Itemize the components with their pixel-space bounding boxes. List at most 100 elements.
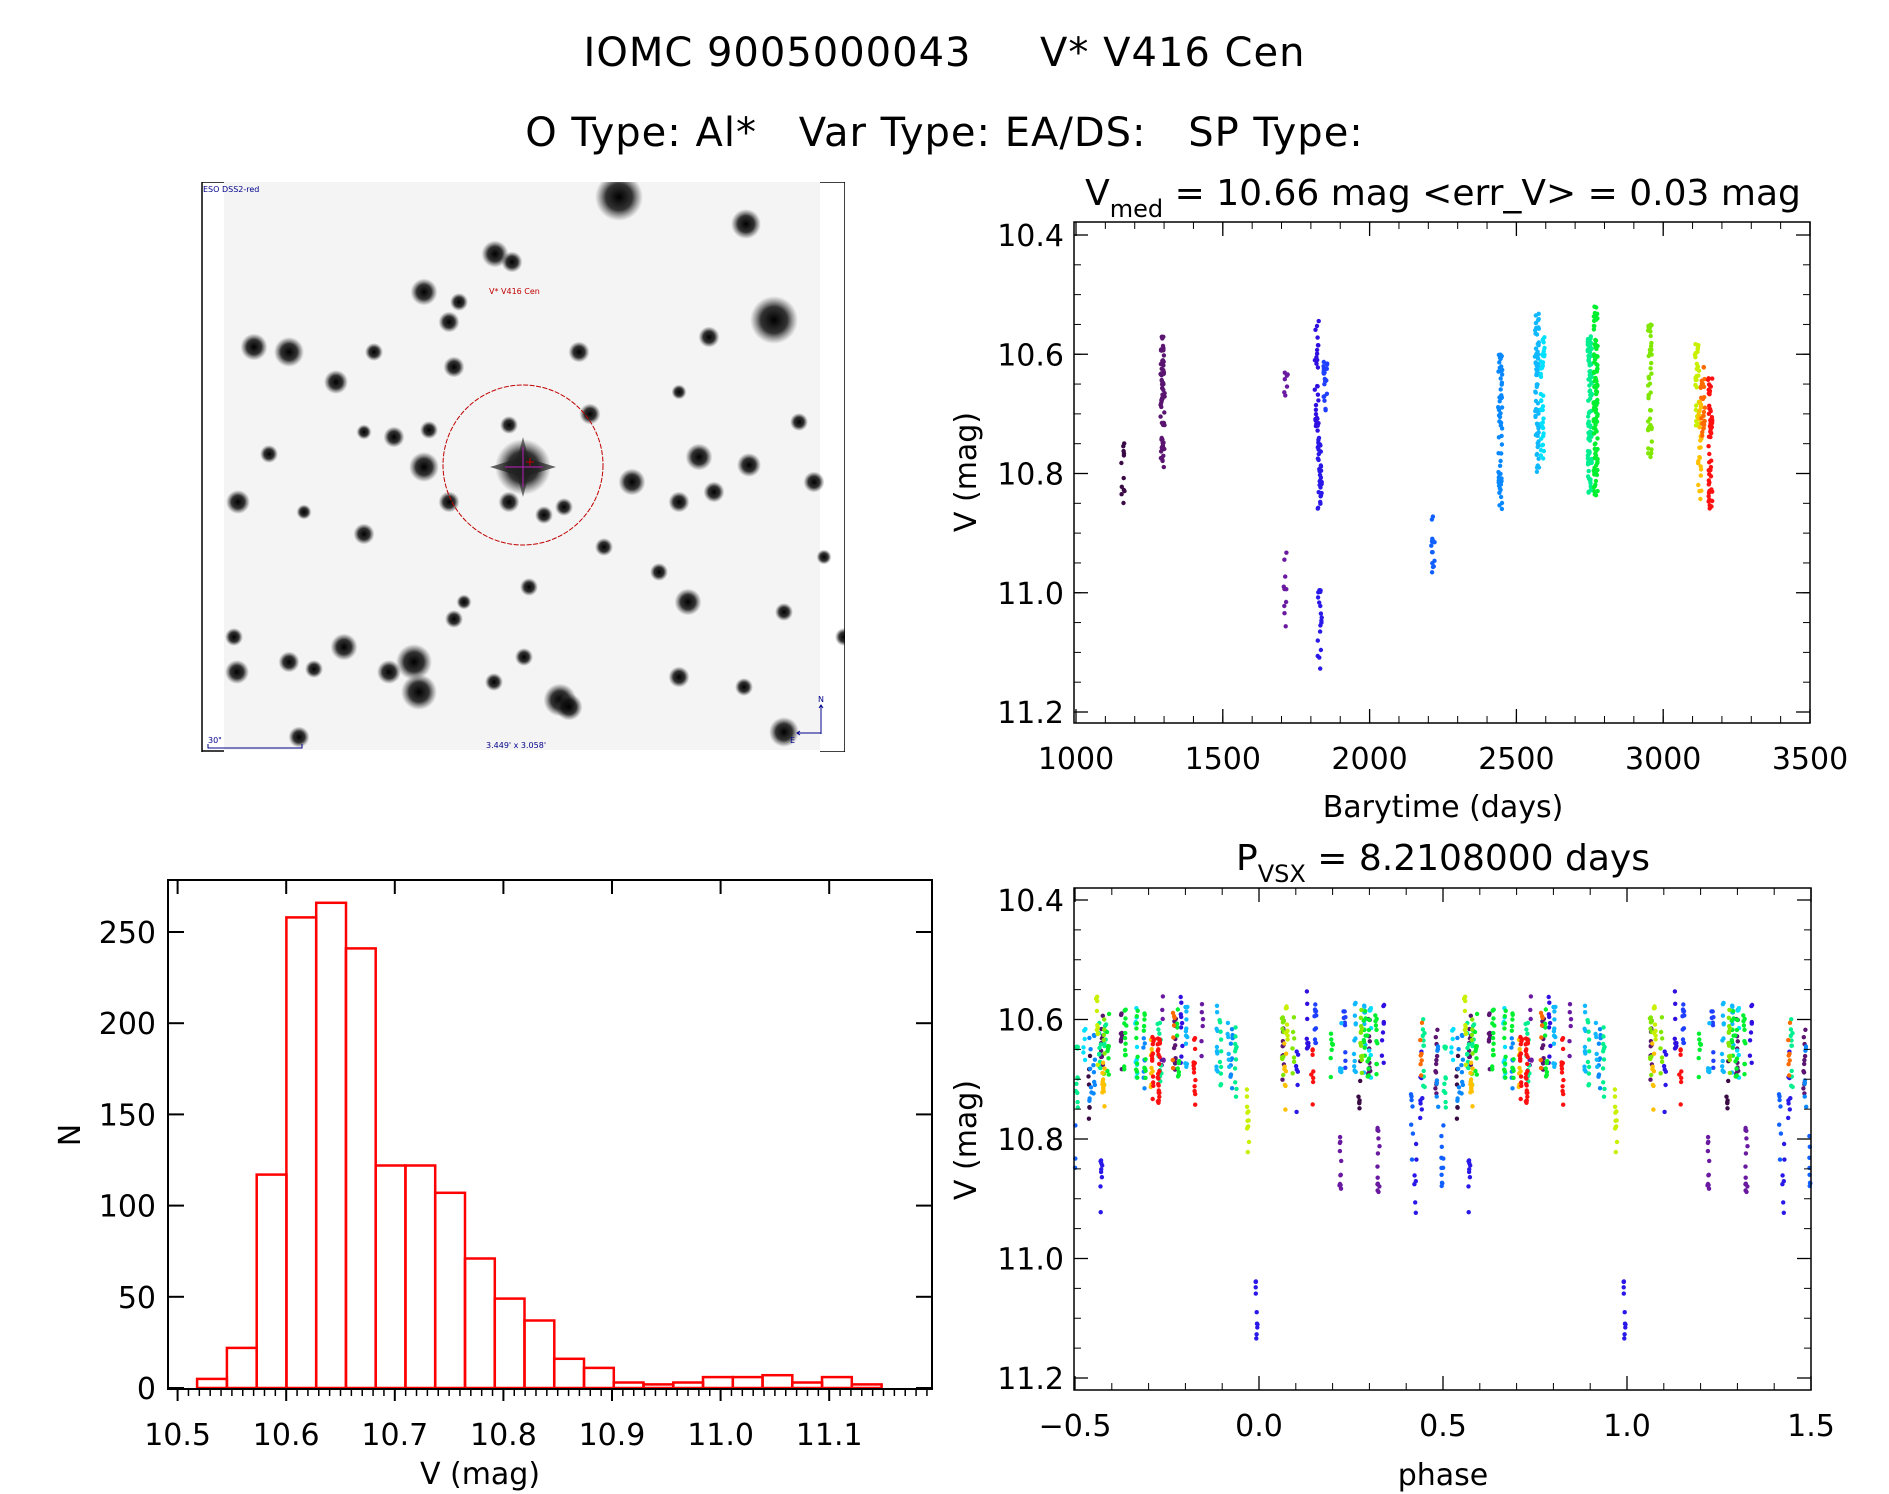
- phased-curve-point: [1157, 1061, 1162, 1067]
- light-curve-point: [1591, 314, 1597, 319]
- phased-curve-point: [1487, 1011, 1492, 1016]
- star: [288, 726, 310, 748]
- phased-curve-point: [1465, 1045, 1470, 1051]
- o-type-text: O Type: Al*: [525, 110, 757, 156]
- phased-curve-point: [1523, 1099, 1529, 1104]
- phased-curve-point: [1232, 1066, 1238, 1071]
- phased-curve-point: [1551, 1041, 1557, 1046]
- phased-curve-point: [1098, 1184, 1103, 1189]
- light-curve-point: [1161, 371, 1167, 376]
- phased-curve-point: [1659, 1015, 1665, 1020]
- light-curve-point: [1648, 333, 1653, 339]
- phased-curve-point: [1538, 1065, 1544, 1071]
- phased-curve-point: [1295, 1082, 1300, 1088]
- phased-curve-point: [1433, 1086, 1438, 1091]
- phased-curve-point: [1359, 1057, 1364, 1063]
- phased-curve-point: [1748, 1030, 1754, 1035]
- phased-curve-point: [1123, 1041, 1128, 1046]
- phased-curve-point: [1543, 1025, 1548, 1030]
- light-curve-point: [1283, 393, 1288, 398]
- phased-curve-point: [1539, 1014, 1545, 1019]
- phased-curve-point: [1421, 1043, 1426, 1048]
- phased-curve-point: [1098, 1042, 1104, 1047]
- phased-curve-point: [1367, 1017, 1372, 1022]
- phased-curve-point: [1218, 1037, 1224, 1042]
- light-curve-point: [1499, 354, 1504, 359]
- phased-curve-point: [1466, 1065, 1471, 1071]
- phased-curve-point: [1781, 1210, 1787, 1216]
- light-curve-point: [1701, 365, 1707, 370]
- phased-curve-point: [1612, 1094, 1618, 1099]
- y-tick-label: 10.8: [997, 458, 1064, 493]
- light-curve-point: [1587, 388, 1593, 393]
- phased-curve-point: [1352, 1013, 1358, 1018]
- light-curve-point: [1430, 550, 1435, 555]
- light-curve-point: [1317, 600, 1322, 605]
- phased-curve-point: [1601, 1080, 1606, 1085]
- phased-curve-point: [1291, 1015, 1297, 1020]
- phased-curve-point: [1511, 1057, 1516, 1062]
- phased-curve-point: [1184, 1026, 1189, 1031]
- phased-curve-point: [1439, 1183, 1444, 1189]
- light-curve-point: [1587, 409, 1592, 414]
- histogram-xlabel: V (mag): [420, 1457, 540, 1492]
- light-curve-point: [1646, 325, 1651, 330]
- star: [595, 182, 643, 221]
- light-curve-point: [1499, 382, 1504, 387]
- phased-curve-point: [1229, 1086, 1235, 1091]
- phased-curve-point: [1621, 1279, 1627, 1285]
- phased-curve-point: [1373, 1013, 1378, 1018]
- light-curve-point: [1593, 388, 1599, 394]
- light-curve-axes: [1073, 221, 1811, 724]
- phased-curve-point: [1726, 1015, 1732, 1020]
- phased-curve-point: [1100, 1070, 1105, 1076]
- phased-curve-point: [1466, 1042, 1472, 1047]
- light-curve-point: [1701, 422, 1707, 428]
- light-curve-point: [1538, 359, 1544, 364]
- phased-curve-point: [1233, 1080, 1238, 1085]
- phased-curve-point: [1106, 1056, 1111, 1061]
- phased-curve-point: [1539, 1045, 1545, 1051]
- phased-curve-point: [1175, 1025, 1180, 1030]
- phased-curve-point: [1178, 1025, 1184, 1030]
- phased-curve-point: [1119, 1011, 1124, 1016]
- phased-curve-point: [1559, 1070, 1565, 1075]
- light-curve-point: [1318, 494, 1323, 499]
- phased-curve-point: [1455, 1066, 1461, 1072]
- phased-curve-point: [1736, 1052, 1742, 1058]
- phased-curve-point: [1517, 1071, 1522, 1076]
- phased-curve-point: [1443, 1105, 1449, 1110]
- phased-curve-point: [1178, 1012, 1184, 1017]
- star: [401, 674, 437, 710]
- light-curve-point: [1533, 313, 1539, 318]
- phased-curve-point: [1490, 1035, 1496, 1041]
- y-tick-label: 10.4: [997, 884, 1064, 919]
- phased-curve-point: [1470, 1017, 1475, 1022]
- phased-curve-point: [1463, 1062, 1469, 1068]
- phased-curve-point: [1509, 1036, 1515, 1041]
- light-curve-point: [1539, 421, 1544, 426]
- light-curve-point: [1649, 447, 1654, 452]
- light-curve-point: [1541, 448, 1547, 454]
- light-curve-point: [1535, 349, 1540, 354]
- phased-curve-point: [1519, 1080, 1524, 1085]
- phased-curve-point: [1151, 1039, 1156, 1044]
- light-curve-point: [1498, 376, 1503, 381]
- phased-curve-point: [1157, 1094, 1162, 1100]
- light-curve-point: [1595, 436, 1600, 441]
- light-curve-point: [1710, 498, 1715, 504]
- phased-curve-point: [1102, 1104, 1107, 1109]
- y-tick-label: 11.0: [997, 1243, 1064, 1278]
- phased-curve-point: [1380, 1030, 1386, 1035]
- phased-curve-point: [1157, 1020, 1163, 1026]
- histogram-bar: [642, 1383, 675, 1390]
- phased-curve-point: [1469, 1032, 1475, 1038]
- phased-curve-point: [1420, 1027, 1426, 1032]
- phased-curve-point: [1102, 1051, 1107, 1056]
- phased-curve-point: [1362, 1021, 1367, 1027]
- phased-curve-point: [1291, 1055, 1297, 1060]
- light-curve-point: [1707, 506, 1712, 511]
- phased-curve-point: [1803, 1027, 1808, 1033]
- phased-curve-point: [1419, 1020, 1425, 1025]
- phased-curve-point: [1183, 1004, 1188, 1010]
